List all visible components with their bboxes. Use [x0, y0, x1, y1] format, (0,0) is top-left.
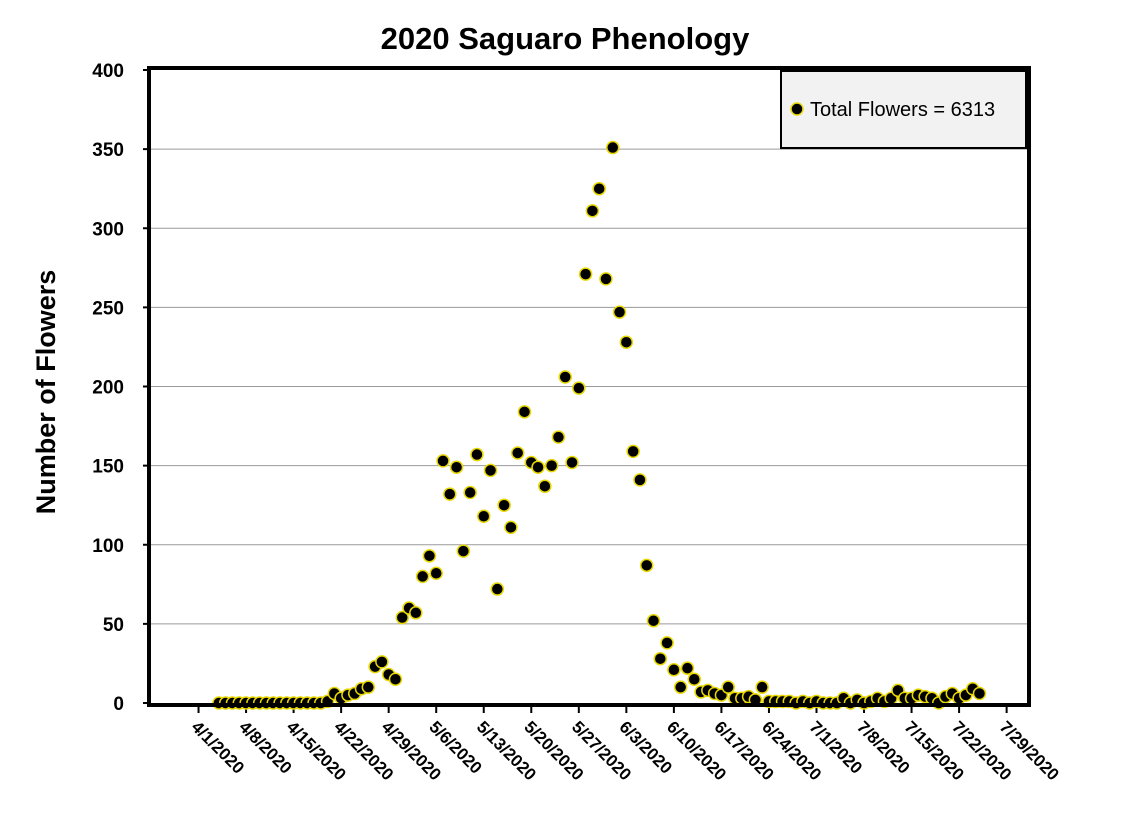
chart-title: 2020 Saguaro Phenology: [381, 21, 750, 56]
data-point: [443, 487, 457, 501]
data-point: [687, 672, 702, 687]
data-point: [456, 544, 471, 558]
legend-label: Total Flowers = 6313: [810, 99, 995, 121]
legend-marker: [790, 102, 804, 116]
y-tick-label: 100: [92, 536, 124, 557]
data-point: [755, 680, 769, 694]
data-point: [646, 613, 661, 628]
y-tick-label: 350: [92, 140, 124, 161]
data-point: [538, 479, 552, 493]
data-point: [680, 661, 695, 675]
data-point: [436, 454, 450, 468]
data-point: [361, 680, 376, 694]
data-point: [551, 430, 566, 444]
data-point: [585, 204, 600, 218]
data-point: [470, 447, 484, 462]
data-point: [409, 606, 423, 620]
data-point: [497, 498, 511, 512]
data-point: [565, 455, 579, 470]
data-point: [544, 458, 559, 473]
data-point: [660, 636, 674, 650]
data-point: [619, 335, 634, 349]
data-point: [463, 485, 477, 500]
data-point: [483, 463, 498, 478]
data-point: [673, 680, 688, 694]
data-point: [626, 444, 640, 459]
data-point: [667, 663, 681, 677]
data-point: [395, 610, 410, 625]
legend: Total Flowers = 6313: [780, 70, 1027, 149]
data-point: [504, 520, 518, 535]
data-point: [612, 305, 627, 319]
data-point: [972, 686, 987, 701]
data-point: [429, 566, 443, 580]
data-point: [578, 267, 593, 281]
data-point: [449, 460, 464, 474]
y-tick-label: 250: [92, 298, 124, 319]
data-point: [415, 569, 430, 584]
data-point: [721, 680, 735, 694]
y-axis-ticks: 0 50 100 150 200 250 300 350 400: [92, 61, 149, 715]
x-axis-ticks: 4/1/20204/8/20204/15/20204/22/20204/29/2…: [188, 705, 1063, 784]
data-point: [375, 655, 389, 669]
data-point: [599, 272, 613, 286]
data-point: [422, 549, 437, 563]
data-point: [558, 370, 572, 384]
y-tick-label: 150: [92, 457, 124, 478]
data-point: [653, 651, 668, 666]
data-point: [388, 672, 403, 687]
y-tick-label: 400: [92, 61, 124, 82]
data-point: [490, 582, 505, 596]
data-point: [476, 509, 491, 524]
data-point: [633, 473, 647, 487]
y-tick-label: 200: [92, 378, 124, 399]
data-point: [572, 381, 586, 395]
y-axis-label: Number of Flowers: [31, 270, 61, 515]
data-point: [517, 405, 532, 419]
gridlines: [151, 148, 1027, 625]
y-tick-label: 300: [92, 219, 124, 240]
y-tick-label: 0: [113, 694, 124, 715]
plot-area-frame: [147, 66, 1031, 707]
data-point: [639, 558, 654, 573]
y-tick-label: 50: [103, 615, 124, 636]
data-point: [606, 140, 620, 155]
data-point: [510, 446, 525, 460]
data-point: [531, 460, 545, 474]
data-point: [592, 181, 606, 196]
legend-box: [780, 70, 1027, 149]
